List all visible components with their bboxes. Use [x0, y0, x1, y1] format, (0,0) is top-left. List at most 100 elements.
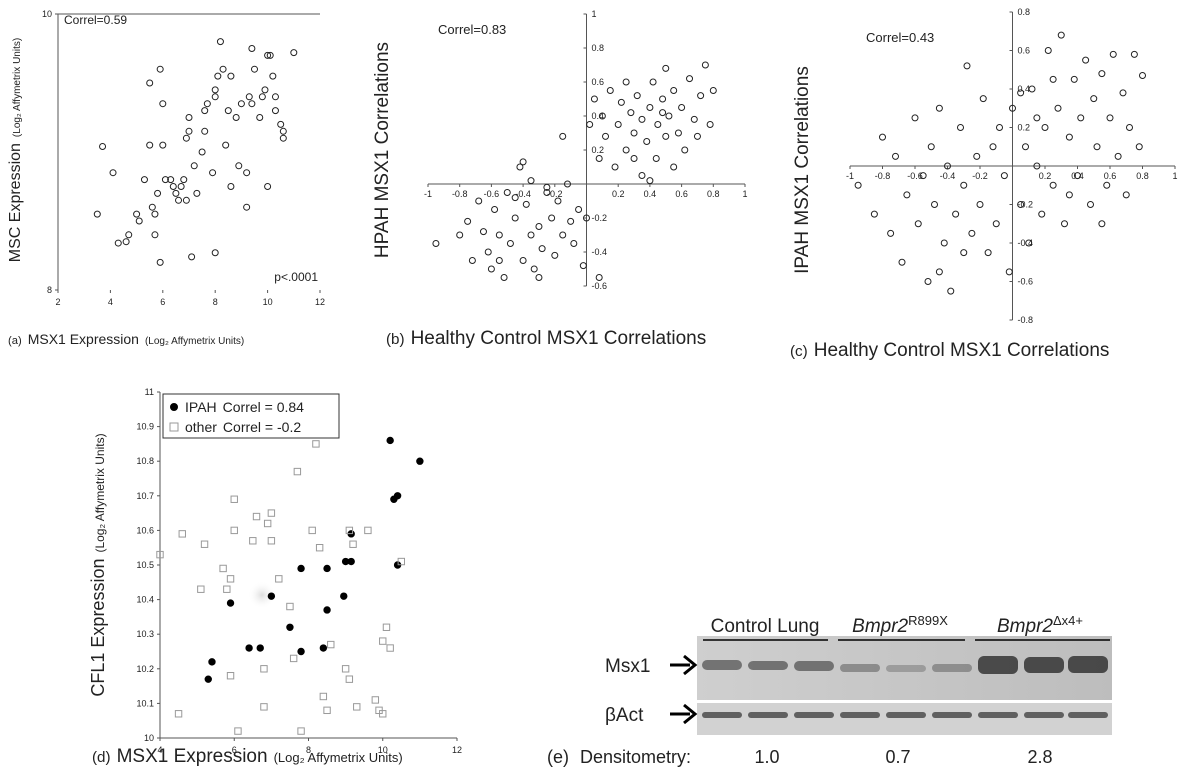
point	[189, 254, 195, 260]
point	[932, 202, 938, 208]
point	[1123, 192, 1129, 198]
point	[298, 648, 304, 654]
point	[152, 211, 158, 217]
point	[210, 170, 216, 176]
point	[480, 229, 486, 235]
point	[512, 215, 518, 221]
arrows	[670, 656, 695, 723]
point	[354, 704, 360, 710]
point	[126, 232, 132, 238]
point	[324, 607, 330, 613]
point	[212, 94, 218, 100]
x-axis-label: (d)MSX1 Expression(Log₂ Affymetrix Units…	[92, 746, 403, 767]
point	[94, 211, 100, 217]
point	[612, 164, 618, 170]
point	[235, 728, 241, 734]
point	[244, 170, 250, 176]
point	[912, 115, 918, 121]
point	[227, 576, 233, 582]
point	[1058, 32, 1064, 38]
point	[961, 250, 967, 256]
point	[899, 259, 905, 265]
point	[587, 122, 593, 128]
point	[1055, 105, 1061, 111]
point	[276, 576, 282, 582]
group-superscript: Δx4+	[1053, 613, 1083, 628]
point	[1140, 73, 1146, 79]
point	[1091, 96, 1097, 102]
x-tick-label: 12	[452, 745, 462, 755]
point	[191, 163, 197, 169]
point	[265, 184, 271, 190]
point	[496, 258, 502, 264]
point	[380, 638, 386, 644]
y-axis-label-part: (Log₂ Affymetrix Units)	[93, 433, 107, 552]
point	[270, 73, 276, 79]
point	[485, 249, 491, 255]
point	[501, 275, 507, 281]
point	[313, 441, 319, 447]
point	[1120, 90, 1126, 96]
y-tick-label: 10.1	[136, 698, 154, 708]
point	[1045, 48, 1051, 54]
point	[663, 65, 669, 71]
panel-label: (e)	[547, 747, 569, 767]
y-tick-label: -0.2	[592, 213, 608, 223]
point	[1050, 76, 1056, 82]
point	[209, 659, 215, 665]
x-tick-label: 2	[55, 297, 60, 307]
point	[707, 122, 713, 128]
point	[383, 624, 389, 630]
point	[324, 707, 330, 713]
point	[1039, 211, 1045, 217]
point	[227, 600, 233, 606]
point	[977, 202, 983, 208]
point	[176, 197, 182, 203]
x-tick-label: -1	[846, 171, 854, 181]
point	[268, 510, 274, 516]
point	[650, 79, 656, 85]
point	[1034, 115, 1040, 121]
point	[492, 207, 498, 213]
point	[110, 170, 116, 176]
point	[298, 565, 304, 571]
point	[287, 603, 293, 609]
x-tick-label: 4	[108, 297, 113, 307]
y-tick-label: 0.4	[592, 111, 605, 121]
x-axis-label: (b)Healthy Control MSX1 Correlations	[386, 328, 706, 349]
x-tick-label: 0.4	[644, 189, 657, 199]
point	[1094, 144, 1100, 150]
x-axis-label-part: Healthy Control MSX1 Correlations	[814, 340, 1110, 361]
x-tick-label: 0.8	[1136, 171, 1149, 181]
point	[287, 624, 293, 630]
point	[365, 527, 371, 533]
point	[915, 221, 921, 227]
point	[387, 437, 393, 443]
point	[560, 133, 566, 139]
point	[552, 252, 558, 258]
point	[560, 232, 566, 238]
point	[925, 279, 931, 285]
point	[936, 269, 942, 275]
point	[591, 96, 597, 102]
point	[249, 101, 255, 107]
legend-entry-part: IPAH	[185, 399, 217, 415]
y-tick-label: -0.8	[1018, 315, 1034, 325]
point	[272, 94, 278, 100]
point	[246, 94, 252, 100]
point	[320, 645, 326, 651]
point	[268, 538, 274, 544]
point	[539, 246, 545, 252]
point	[634, 93, 640, 99]
y-axis-label-part: IPAH MSX1 Correlations	[792, 66, 813, 274]
point	[1099, 71, 1105, 77]
densitometry-label: Densitometry:	[580, 747, 691, 767]
x-tick-label: 6	[160, 297, 165, 307]
point	[394, 493, 400, 499]
point	[268, 593, 274, 599]
point	[476, 198, 482, 204]
point	[639, 173, 645, 179]
point	[261, 666, 267, 672]
point	[223, 142, 229, 148]
x-tick-label: -0.4	[515, 189, 531, 199]
